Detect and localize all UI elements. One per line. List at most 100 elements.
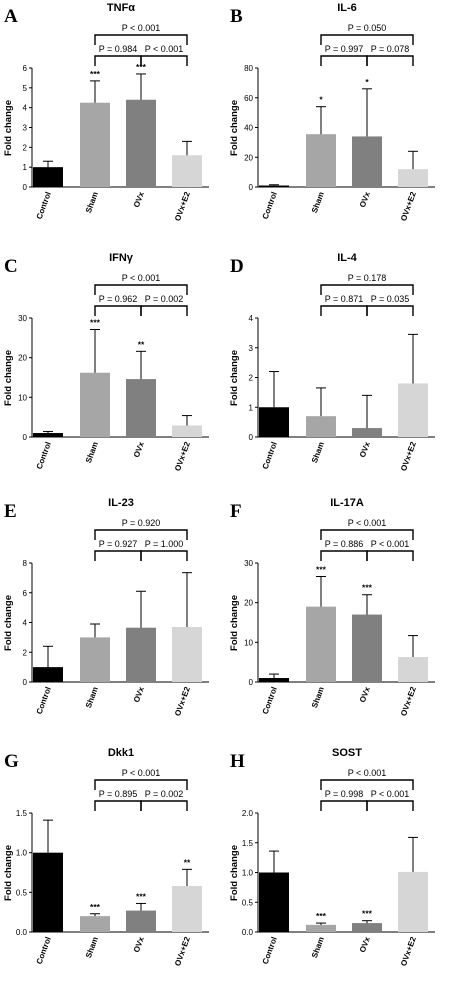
y-axis-label: Fold change — [229, 350, 240, 406]
panel-title: IFNγ — [109, 252, 134, 264]
comparison-bracket — [320, 779, 414, 790]
bar-sham — [80, 372, 110, 437]
panel-title: IL-4 — [337, 252, 357, 264]
y-tick-label: 3 — [23, 124, 28, 133]
category-label: Control — [35, 191, 53, 221]
y-tick-label: 0 — [23, 183, 28, 192]
comparison-bracket — [320, 800, 368, 811]
bar-control — [259, 872, 289, 932]
panel-e: E IL-23 Fold change 0 2 4 6 8 Control Sham OVx OVx+… — [3, 497, 209, 717]
category-label: OVx — [132, 685, 146, 704]
comparison-bracket — [140, 800, 188, 811]
bar-ovx — [126, 910, 156, 932]
bar-control — [33, 433, 63, 437]
y-axis-label: Fold change — [229, 845, 240, 901]
y-tick-label: 4 — [249, 314, 254, 323]
y-tick-label: 2 — [249, 374, 254, 383]
comparison-bracket — [320, 550, 368, 561]
panel-title: IL-6 — [337, 2, 357, 14]
bar-ovx — [352, 428, 382, 437]
comparison-bracket — [320, 529, 414, 540]
comparison-bracket — [94, 34, 188, 45]
comparison-bracket — [94, 529, 188, 540]
y-tick-label: 0 — [249, 183, 254, 192]
category-label: OVx — [132, 935, 146, 954]
comparison-bracket — [94, 305, 142, 316]
comparison-p-value: P = 1.000 — [145, 539, 184, 549]
bar-control — [259, 407, 289, 437]
y-tick-label: 20 — [244, 599, 253, 608]
y-tick-label: 30 — [244, 559, 253, 568]
y-tick-label: 30 — [18, 314, 27, 323]
comparison-p-value: P < 0.001 — [122, 273, 161, 283]
category-label: Sham — [310, 936, 326, 960]
bar-control — [33, 167, 63, 187]
y-tick-label: 0 — [23, 433, 28, 442]
bar-ovx — [126, 99, 156, 187]
panel-title: IL-23 — [108, 497, 134, 509]
y-tick-label: 4 — [23, 619, 28, 628]
bar-ovx — [352, 614, 382, 682]
y-axis-label: Fold change — [3, 350, 14, 406]
category-label: OVx+E2 — [399, 440, 418, 472]
significance-marker: * — [365, 77, 369, 87]
bar-sham — [306, 416, 336, 437]
bar-ovx-e2 — [172, 425, 202, 437]
category-label: OVx — [132, 440, 146, 459]
panel-title: IL-17A — [330, 497, 364, 509]
bar-ovx-e2 — [172, 626, 202, 682]
panel-letter: A — [4, 6, 18, 27]
panel-title: TNFα — [107, 2, 135, 14]
bar-ovx-e2 — [172, 155, 202, 187]
y-tick-label: 5 — [23, 84, 28, 93]
comparison-bracket — [94, 779, 188, 790]
category-label: Sham — [84, 936, 100, 960]
bar-ovx-e2 — [398, 657, 428, 682]
category-label: Control — [35, 686, 53, 716]
comparison-p-value: P = 0.962 — [99, 294, 138, 304]
y-tick-label: 2 — [23, 143, 28, 152]
comparison-bracket — [94, 550, 142, 561]
category-label: OVx+E2 — [399, 685, 418, 717]
comparison-bracket — [140, 305, 188, 316]
category-label: OVx+E2 — [173, 440, 192, 472]
bar-control — [259, 185, 289, 187]
y-tick-label: 60 — [244, 94, 253, 103]
significance-marker: *** — [90, 69, 101, 79]
category-label: Control — [261, 686, 279, 716]
y-tick-label: 1.0 — [16, 849, 28, 858]
y-tick-label: 10 — [18, 393, 27, 402]
significance-marker: *** — [136, 62, 147, 72]
category-label: OVx — [358, 935, 372, 954]
comparison-bracket — [94, 800, 142, 811]
bar-ovx-e2 — [398, 169, 428, 187]
y-tick-label: 0 — [23, 678, 28, 687]
panel-letter: C — [4, 256, 18, 277]
significance-marker: *** — [316, 911, 327, 921]
category-label: Control — [35, 441, 53, 471]
significance-marker: *** — [136, 891, 147, 901]
comparison-bracket — [94, 284, 188, 295]
significance-marker: ** — [138, 339, 145, 349]
bar-ovx — [126, 627, 156, 682]
y-tick-label: 0.5 — [16, 888, 28, 897]
y-tick-label: 20 — [18, 354, 27, 363]
category-label: Control — [35, 936, 53, 966]
panel-b: B IL-6 Fold change 0 20 40 60 80 Control * Sham * OV… — [229, 2, 435, 222]
panel-title: SOST — [332, 747, 362, 759]
bar-sham — [80, 102, 110, 187]
y-tick-label: 80 — [244, 64, 253, 73]
category-label: OVx — [358, 190, 372, 209]
bar-ovx — [352, 136, 382, 187]
y-tick-label: 2 — [23, 648, 28, 657]
panel-letter: H — [230, 751, 245, 772]
comparison-p-value: P = 0.002 — [145, 294, 184, 304]
significance-marker: *** — [90, 902, 101, 912]
panel-c: C IFNγ Fold change 0 10 20 30 Control *** Sham ** O… — [3, 252, 209, 472]
comparison-p-value: P = 0.050 — [348, 23, 387, 33]
comparison-p-value: P = 0.997 — [325, 44, 364, 54]
y-tick-label: 3 — [249, 344, 254, 353]
category-label: Control — [261, 191, 279, 221]
significance-marker: *** — [362, 583, 373, 593]
comparison-bracket — [366, 550, 414, 561]
